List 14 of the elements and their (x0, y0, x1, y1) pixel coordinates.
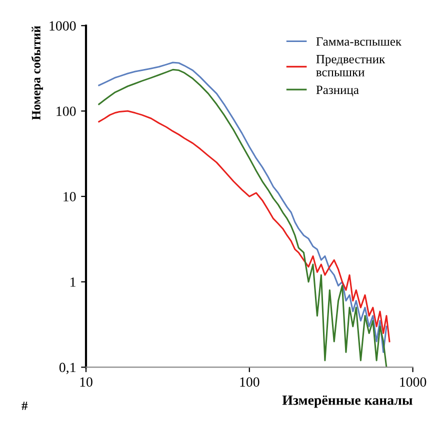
y-tick-label: 100 (56, 106, 76, 116)
y-tick-label: 1 (70, 277, 76, 287)
y-tick-label: 1000 (50, 21, 76, 31)
y-tick-label: 10 (64, 192, 76, 202)
legend-label: Разница (316, 86, 359, 96)
x-tick-label: 100 (240, 377, 260, 387)
legend-label: Предвестник вспышки (316, 55, 386, 76)
x-axis-title: Измерённые каналы (282, 395, 412, 408)
x-tick-label: 10 (80, 377, 92, 387)
legend-label: Гамма-вспышек (316, 37, 402, 46)
y-axis-title: Номера событий (31, 26, 43, 120)
y-tick-label: 0,1 (59, 362, 76, 374)
text: # (22, 402, 28, 410)
x-tick-label: 1000 (400, 377, 426, 387)
